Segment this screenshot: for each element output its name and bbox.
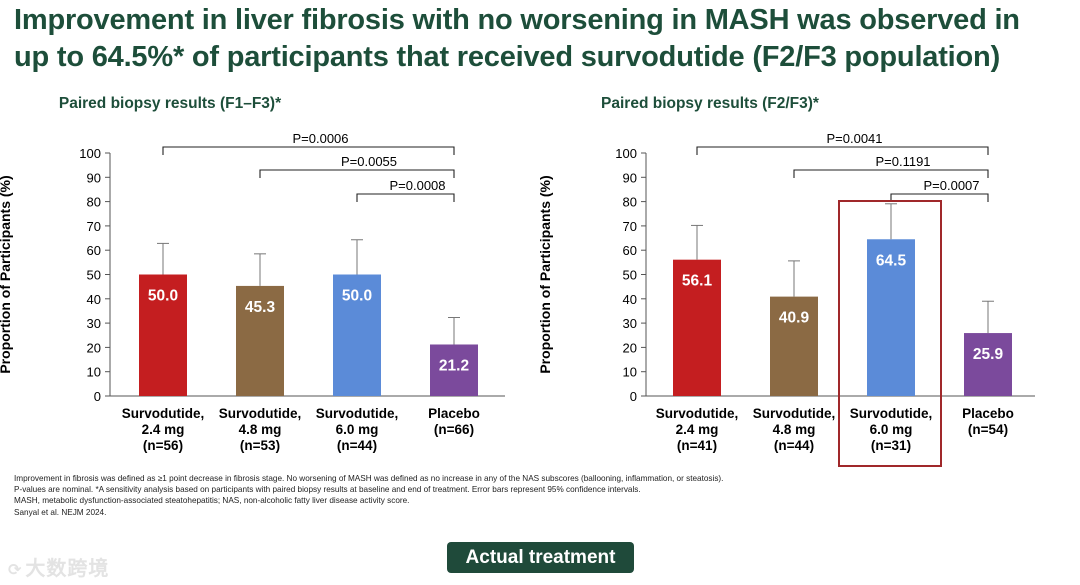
x-tick-label: 2.4 mg <box>142 422 185 437</box>
x-tick-label: (n=56) <box>143 438 183 453</box>
significance-bracket <box>793 169 989 178</box>
y-tick-label: 60 <box>623 243 637 258</box>
y-tick-label: 50 <box>623 268 637 283</box>
y-tick-label: 20 <box>623 340 637 355</box>
p-value-label: P=0.1191 <box>875 154 930 169</box>
data-label: 50.0 <box>342 288 372 305</box>
y-axis-label: Proportion of Participants (%) <box>0 175 13 373</box>
y-tick-label: 20 <box>87 340 101 355</box>
p-value-label: P=0.0006 <box>292 131 348 146</box>
x-tick-label: Survodutide, <box>122 406 205 421</box>
y-tick-label: 0 <box>630 389 637 404</box>
bar <box>770 296 818 396</box>
bar <box>430 344 478 396</box>
y-tick-label: 70 <box>623 219 637 234</box>
x-tick-label: (n=53) <box>240 438 280 453</box>
bar <box>673 259 721 396</box>
p-value-label: P=0.0041 <box>826 131 882 146</box>
bar <box>964 333 1012 396</box>
footnote-1: Improvement in fibrosis was defined as ≥… <box>14 474 724 483</box>
data-label: 56.1 <box>682 273 713 290</box>
y-tick-label: 60 <box>87 243 101 258</box>
p-value-label: P=0.0007 <box>923 178 979 193</box>
p-value-label: P=0.0055 <box>341 154 397 169</box>
y-tick-label: 100 <box>615 146 637 161</box>
x-tick-label: 6.0 mg <box>870 422 913 437</box>
title-line-2: up to 64.5%* of participants that receiv… <box>14 41 1001 73</box>
footnote-2: P-values are nominal. *A sensitivity ana… <box>14 485 641 495</box>
bar <box>139 274 187 396</box>
y-tick-label: 40 <box>623 292 637 307</box>
x-tick-label: Survodutide, <box>753 406 836 421</box>
y-tick-label: 90 <box>87 170 101 185</box>
x-tick-label: (n=31) <box>871 438 911 453</box>
y-tick-label: 30 <box>623 316 637 331</box>
y-tick-label: 80 <box>623 195 637 210</box>
chart-f1-f3: Paired biopsy results (F1–F3)* Proportion… <box>0 95 505 453</box>
data-label: 40.9 <box>779 310 810 327</box>
y-axis-label: Proportion of Participants (%) <box>537 175 553 373</box>
x-tick-label: (n=44) <box>337 438 377 453</box>
y-tick-label: 0 <box>94 389 101 404</box>
x-tick-label: 4.8 mg <box>773 422 816 437</box>
y-tick-label: 90 <box>623 170 637 185</box>
x-tick-label: (n=54) <box>968 422 1008 437</box>
actual-treatment-button[interactable]: Actual treatment <box>447 542 634 573</box>
x-tick-label: Survodutide, <box>219 406 302 421</box>
significance-bracket <box>162 146 455 155</box>
highlight-box <box>838 200 942 467</box>
chart-title: Paired biopsy results (F2/F3)* <box>601 95 820 112</box>
data-label: 21.2 <box>439 357 469 374</box>
footnotes: Improvement in fibrosis was defined as ≥… <box>14 473 1014 518</box>
y-tick-label: 10 <box>623 365 637 380</box>
x-tick-label: Survodutide, <box>316 406 399 421</box>
bar <box>236 285 284 396</box>
significance-bracket <box>696 146 989 155</box>
bar <box>867 239 915 396</box>
chart-f2-f3: Paired biopsy results (F2/F3)* Proportion… <box>537 95 1035 467</box>
significance-bracket <box>259 169 455 178</box>
y-tick-label: 30 <box>87 316 101 331</box>
title-line-1: Improvement in liver fibrosis with no wo… <box>14 4 1020 36</box>
x-tick-label: Placebo <box>428 406 480 421</box>
x-tick-label: (n=41) <box>677 438 717 453</box>
footnote-3: MASH, metabolic dysfunction-associated s… <box>14 496 410 506</box>
significance-bracket <box>890 193 989 202</box>
y-tick-label: 70 <box>87 219 101 234</box>
data-label: 64.5 <box>876 252 907 269</box>
x-tick-label: 6.0 mg <box>336 422 379 437</box>
watermark-text: 大数跨境 <box>25 558 110 580</box>
y-tick-label: 80 <box>87 195 101 210</box>
x-tick-label: Survodutide, <box>656 406 739 421</box>
data-label: 50.0 <box>148 288 178 305</box>
p-value-label: P=0.0008 <box>389 178 445 193</box>
x-tick-label: Survodutide, <box>850 406 933 421</box>
page-title: Improvement in liver fibrosis with no wo… <box>14 2 1074 76</box>
bar <box>333 274 381 396</box>
data-label: 25.9 <box>973 346 1004 363</box>
x-tick-label: (n=66) <box>434 422 474 437</box>
footnote-4: Sanyal et al. NEJM 2024. <box>14 507 107 517</box>
y-tick-label: 40 <box>87 292 101 307</box>
x-tick-label: (n=44) <box>774 438 814 453</box>
significance-bracket <box>356 193 455 202</box>
x-tick-label: Placebo <box>962 406 1014 421</box>
data-label: 45.3 <box>245 299 276 316</box>
y-tick-label: 100 <box>79 146 101 161</box>
watermark: ⟳ 大数跨境 <box>8 552 109 581</box>
y-tick-label: 50 <box>87 268 101 283</box>
chart-title: Paired biopsy results (F1–F3)* <box>59 95 282 112</box>
logo-icon: ⟳ <box>8 562 23 579</box>
x-tick-label: 4.8 mg <box>239 422 282 437</box>
x-tick-label: 2.4 mg <box>676 422 719 437</box>
y-tick-label: 10 <box>87 365 101 380</box>
